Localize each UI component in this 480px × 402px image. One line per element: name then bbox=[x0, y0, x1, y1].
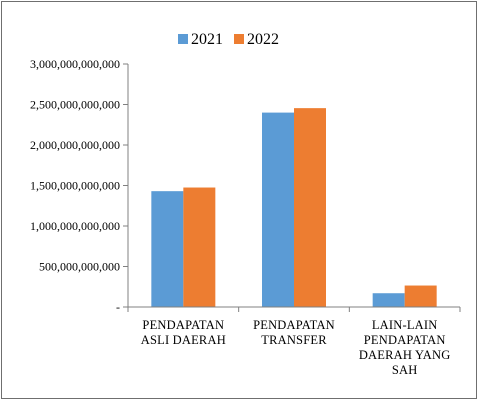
bar-2021-2 bbox=[262, 112, 294, 307]
y-tick-label: 1,000,000,000,000 bbox=[30, 219, 120, 233]
bar-2022-2 bbox=[294, 108, 326, 308]
bar-2022-1 bbox=[183, 187, 216, 307]
x-category-label: PENDAPATAN TRANSFER bbox=[253, 318, 335, 347]
x-category-label-line: ASLI DAERAH bbox=[141, 333, 226, 347]
bar-2021-3 bbox=[372, 293, 405, 307]
legend-swatch-2022 bbox=[234, 34, 244, 44]
x-category-label-line: TRANSFER bbox=[261, 333, 327, 347]
x-category-label-line: PENDAPATAN bbox=[142, 318, 224, 332]
bars bbox=[151, 108, 437, 308]
y-tick-label: - bbox=[116, 300, 120, 314]
y-tick-label: 3,000,000,000,000 bbox=[30, 57, 120, 71]
legend-swatch-2021 bbox=[178, 34, 188, 44]
y-tick-label: 1,500,000,000,000 bbox=[30, 179, 120, 193]
x-category-label-line: PENDAPATAN bbox=[364, 333, 446, 347]
x-category-label-line: PENDAPATAN bbox=[253, 318, 335, 332]
y-tick-label: 2,000,000,000,000 bbox=[30, 138, 120, 152]
y-tick-label: 500,000,000,000 bbox=[39, 260, 120, 274]
x-category-label-line: DAERAH YANG bbox=[359, 348, 451, 362]
y-tick-label: 2,500,000,000,000 bbox=[30, 98, 120, 112]
x-category-label-line: SAH bbox=[392, 363, 418, 377]
x-category-label-line: LAIN-LAIN bbox=[372, 318, 438, 332]
bar-2022-3 bbox=[404, 285, 437, 307]
x-category-label: LAIN-LAIN PENDAPATAN DAERAH YANG SAH bbox=[359, 318, 451, 377]
x-category-label: PENDAPATAN ASLI DAERAH bbox=[141, 318, 226, 347]
legend: 2021 2022 bbox=[178, 31, 279, 48]
legend-label: 2021 bbox=[191, 31, 223, 48]
y-axis: - 500,000,000,000 1,000,000,000,000 1,500,0… bbox=[30, 57, 129, 314]
bar-2021-1 bbox=[151, 191, 184, 307]
legend-label: 2022 bbox=[247, 31, 279, 48]
